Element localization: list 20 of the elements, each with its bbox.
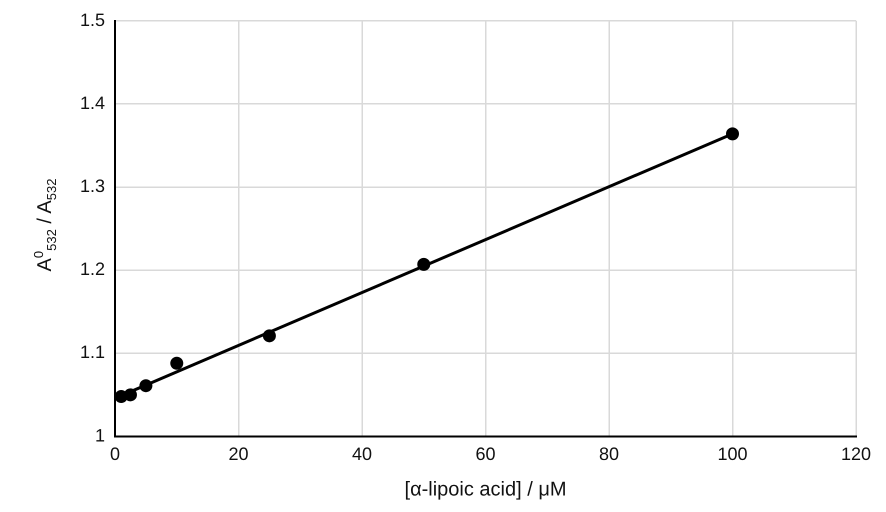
y-tick-label: 1.4 bbox=[80, 92, 106, 113]
point bbox=[170, 356, 184, 370]
point bbox=[726, 127, 740, 140]
x-tick-label: 100 bbox=[717, 444, 748, 464]
y-tick-label: 1 bbox=[95, 425, 106, 446]
x-tick-label: 120 bbox=[840, 444, 872, 464]
x-axis-title: [α-lipoic acid] / μM bbox=[404, 478, 567, 501]
point bbox=[262, 329, 276, 342]
y-tick-label: 1.5 bbox=[80, 10, 106, 30]
x-tick-label: 80 bbox=[598, 444, 620, 464]
x-tick-label: 20 bbox=[228, 444, 249, 464]
point bbox=[124, 388, 137, 402]
point bbox=[417, 258, 430, 271]
x-tick-label: 0 bbox=[110, 444, 120, 464]
point bbox=[139, 379, 152, 392]
y-tick-label: 1.1 bbox=[80, 342, 106, 362]
y-tick-label: 1.3 bbox=[80, 176, 106, 196]
x-tick-label: 40 bbox=[352, 444, 372, 464]
y-tick-label: 1.2 bbox=[80, 259, 106, 280]
x-tick-label: 60 bbox=[475, 444, 496, 464]
